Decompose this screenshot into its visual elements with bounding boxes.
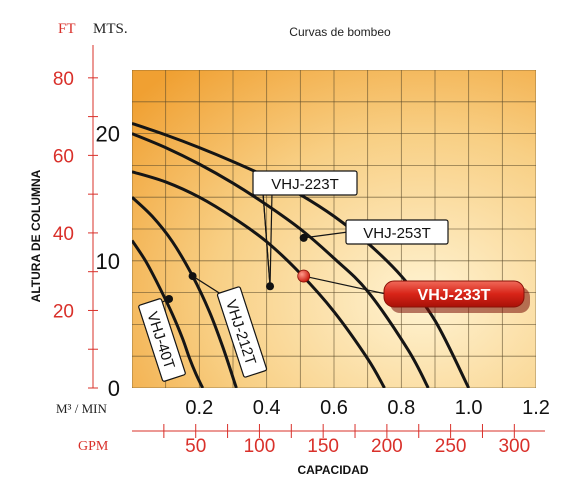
y-tick-label: 10 (96, 249, 120, 274)
gpm-tick-label: 200 (371, 436, 403, 457)
mts-axis-ticks: 0 10 20 (96, 122, 120, 401)
series-line-vhj-223t (132, 132, 430, 388)
grid-lines (132, 70, 536, 388)
gpm-tick-label: 50 (185, 436, 206, 457)
gpm-unit-label: GPM (78, 439, 109, 454)
marker-vhj-40t (165, 294, 174, 303)
ft-tick-label: 80 (53, 69, 74, 90)
marker-vhj-233t (266, 282, 275, 291)
marker-vhj-223t (299, 233, 308, 242)
ft-tick-label: 60 (53, 146, 74, 167)
series-tag-vhj-223t: VHJ-223T (252, 170, 358, 196)
x-tick-label: 0.4 (253, 397, 281, 419)
x-tick-label: 1.2 (522, 397, 550, 419)
chart-title: Curvas de bombeo (289, 25, 391, 39)
gpm-tick-label: 300 (498, 436, 530, 457)
series-line-vhj-40t (132, 239, 205, 388)
svg-text:VHJ-223T: VHJ-223T (271, 176, 339, 193)
leader-line-vhj-223t (303, 231, 349, 239)
series-markers (165, 233, 311, 303)
ft-tick-label: 20 (53, 301, 74, 322)
x-tick-label: 0.6 (320, 397, 348, 419)
leader-line-vhj-223t-b (262, 192, 271, 287)
x-tick-label: 0.2 (185, 397, 213, 419)
leader-line-vhj-253t (303, 275, 387, 295)
ft-axis: 20 40 60 80 (53, 45, 98, 389)
x-axis-title: CAPACIDAD (297, 463, 368, 477)
m3-unit-label: M³ / MIN (56, 401, 107, 416)
y-axis-title: ALTURA DE COLUMNA (29, 169, 43, 302)
x-tick-label: 0.8 (387, 397, 415, 419)
x-tick-label: 1.0 (455, 397, 483, 419)
m3-axis-ticks: 0.2 0.4 0.6 0.8 1.0 1.2 (185, 397, 549, 419)
marker-vhj-212t (188, 272, 197, 281)
ft-unit-label: FT (58, 21, 76, 37)
gpm-tick-label: 150 (307, 436, 339, 457)
ft-tick-label: 40 (53, 224, 74, 245)
series-tag-vhj-233t: VHJ-233T (383, 280, 530, 313)
marker-vhj-253t (297, 269, 311, 283)
svg-text:VHJ-253T: VHJ-253T (363, 225, 431, 242)
gpm-tick-label: 100 (244, 436, 276, 457)
gpm-tick-label: 250 (435, 436, 467, 457)
y-tick-label: 0 (108, 376, 120, 401)
y-tick-label: 20 (96, 122, 120, 147)
series-tag-vhj-253t: VHJ-253T (345, 219, 449, 245)
gpm-axis: 50 100 150 200 250 300 (132, 424, 545, 457)
leader-line-vhj-233t (269, 192, 273, 287)
mts-unit-label: MTS. (93, 21, 128, 37)
svg-text:VHJ-233T: VHJ-233T (418, 287, 491, 304)
